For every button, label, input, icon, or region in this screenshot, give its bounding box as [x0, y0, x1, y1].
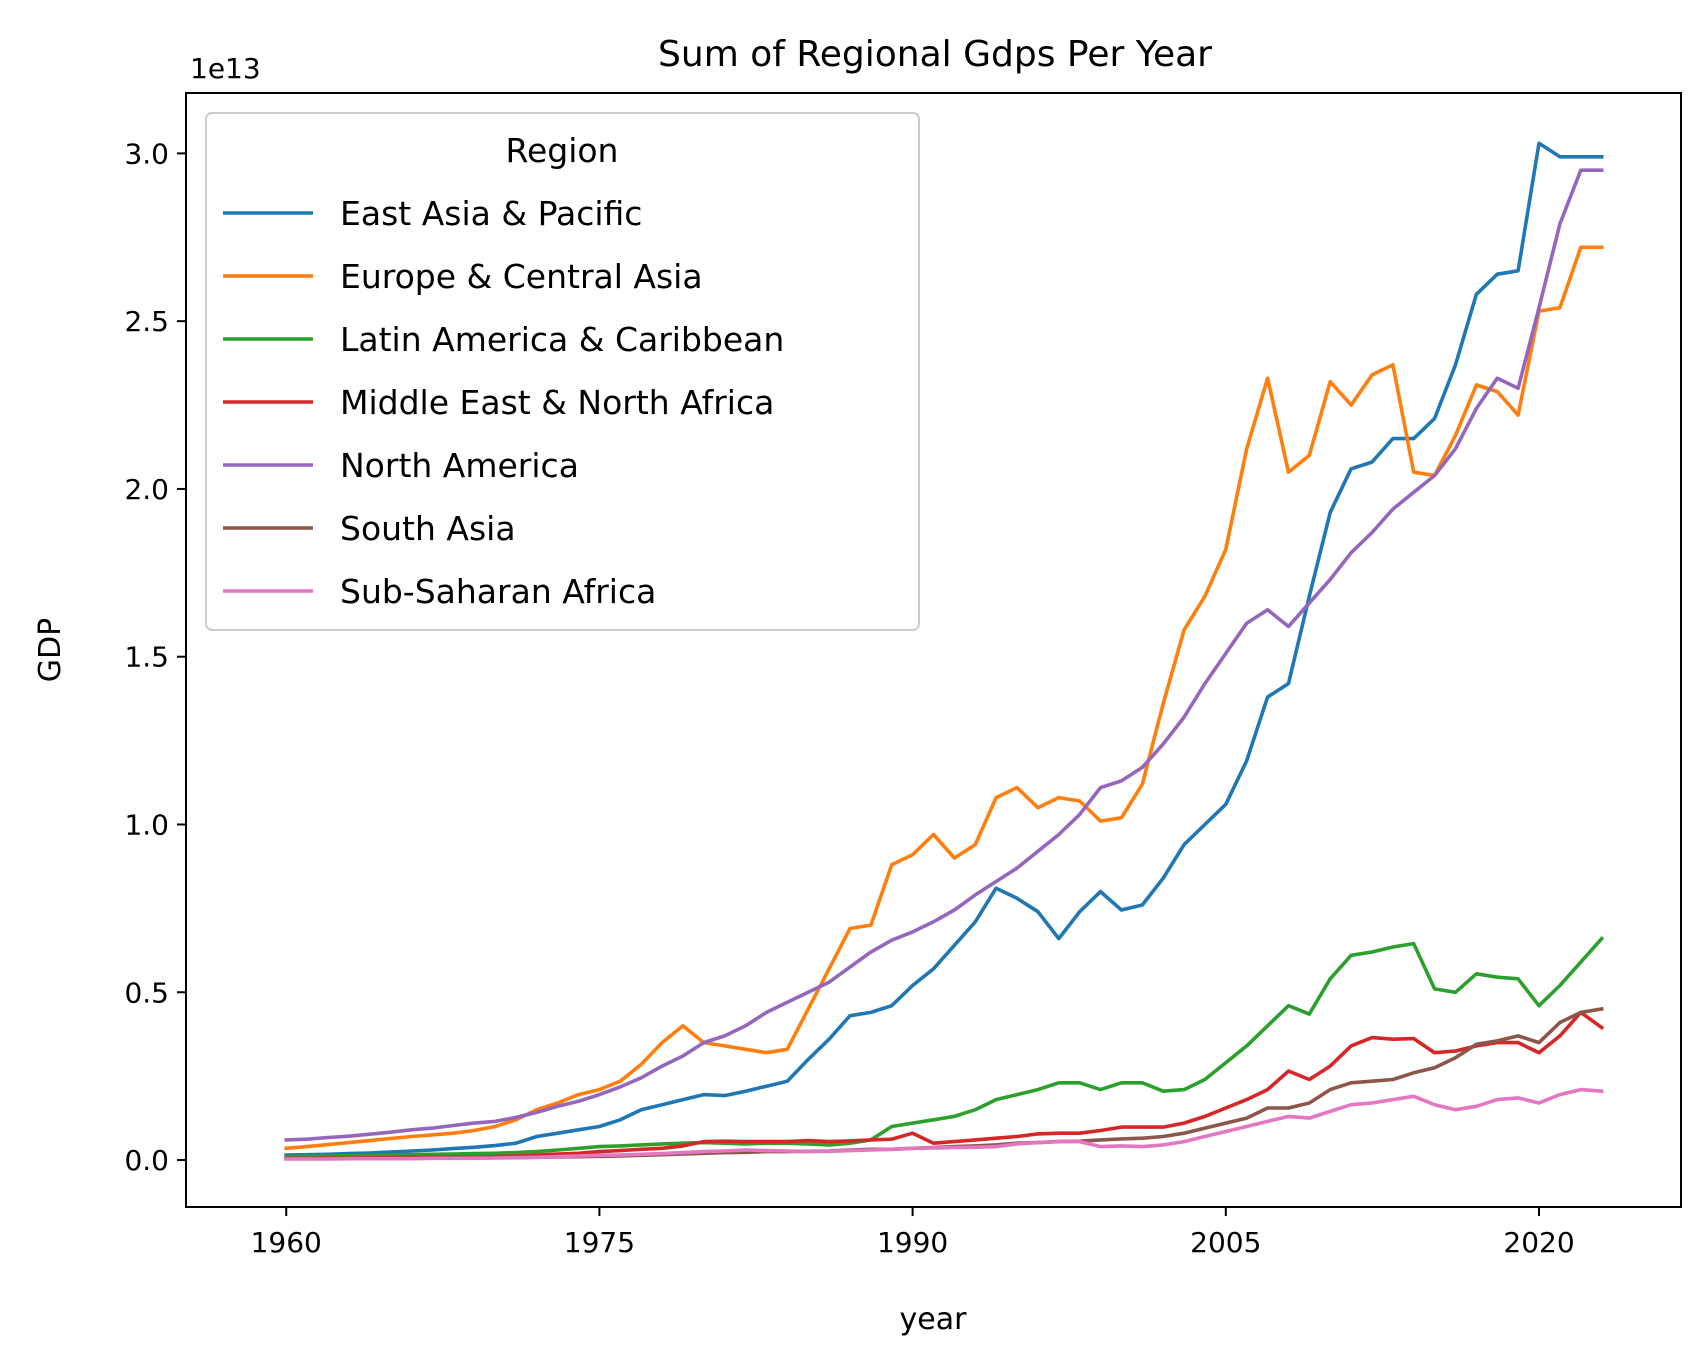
y-tick-label: 3.0 [124, 137, 169, 170]
x-tick-label: 1975 [564, 1226, 635, 1259]
series-line-1 [284, 245, 1604, 1151]
y-tick-label: 1.5 [124, 641, 169, 674]
legend-label-2: Latin America & Caribbean [340, 320, 784, 359]
x-axis-ticks: 1960 1975 1990 2005 2020 [251, 1207, 1575, 1259]
legend-title: Region [506, 131, 619, 170]
y-tick-label: 0.5 [124, 976, 169, 1009]
legend-label-1: Europe & Central Asia [340, 257, 703, 296]
series-line-3 [284, 1010, 1605, 1161]
x-tick-label: 2005 [1190, 1226, 1261, 1259]
y-axis-ticks: 0.0 0.5 1.0 1.5 2.0 2.5 3.0 [124, 137, 186, 1177]
legend-label-4: North America [340, 446, 579, 485]
y-multiplier-label: 1e13 [190, 52, 261, 85]
legend-label-3: Middle East & North Africa [340, 383, 774, 422]
legend-label-0: East Asia & Pacific [340, 194, 642, 233]
x-tick-label: 1960 [251, 1226, 322, 1259]
y-tick-label: 0.0 [124, 1144, 169, 1177]
series-line-6 [284, 1087, 1604, 1161]
plot-frame [185, 92, 1682, 1208]
legend-label-5: South Asia [340, 509, 516, 548]
x-tick-label: 2020 [1503, 1226, 1574, 1259]
series-line-4 [284, 168, 1604, 1142]
legend: Region East Asia & Pacific Europe & Centr… [205, 112, 920, 631]
series-line-0 [284, 141, 1604, 1157]
series-layer [284, 141, 1605, 1161]
x-tick-label: 1990 [877, 1226, 948, 1259]
legend-box [205, 112, 920, 631]
legend-label-6: Sub-Saharan Africa [340, 572, 656, 611]
x-axis-label: year [900, 1302, 968, 1337]
y-tick-label: 2.5 [124, 305, 169, 338]
series-line-5 [284, 1006, 1604, 1161]
y-tick-label: 2.0 [124, 473, 169, 506]
y-tick-label: 1.0 [124, 808, 169, 841]
chart-title: Sum of Regional Gdps Per Year [658, 34, 1212, 75]
series-line-2 [284, 936, 1605, 1159]
legend-items: East Asia & Pacific Europe & Central Asia… [223, 194, 784, 611]
y-axis-label: GDP [33, 618, 68, 682]
